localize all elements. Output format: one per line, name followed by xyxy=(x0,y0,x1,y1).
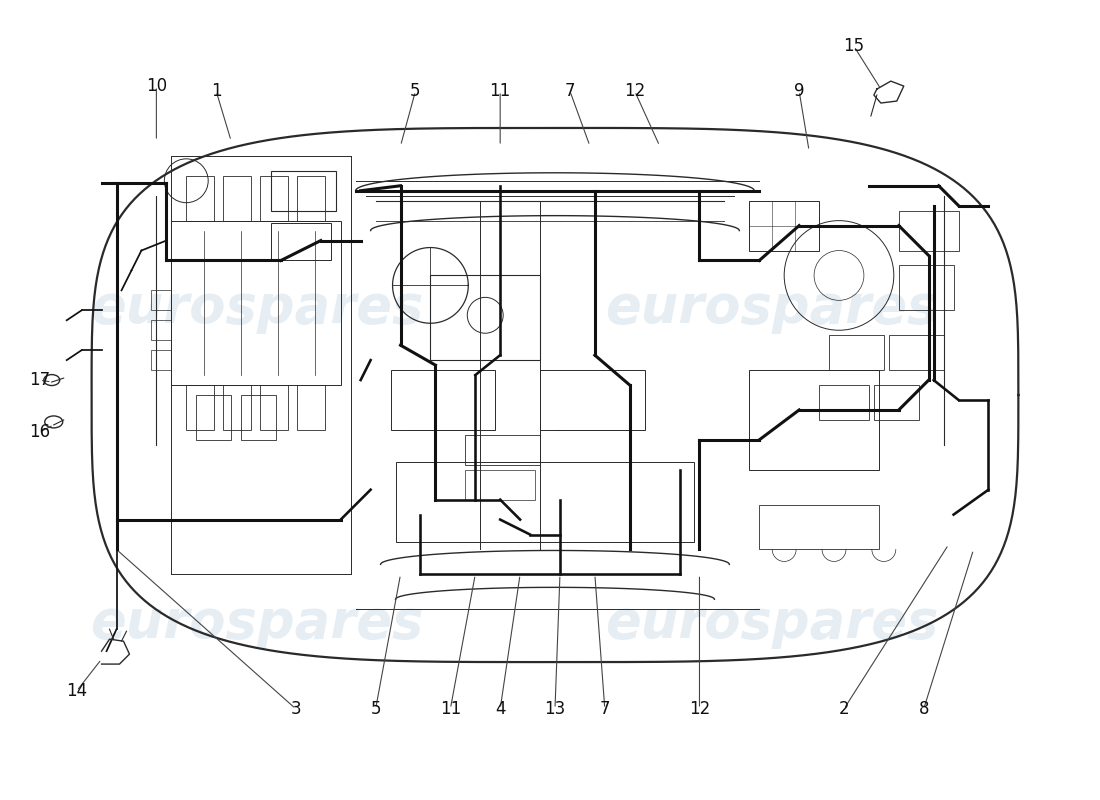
Bar xyxy=(152,290,172,310)
Text: 5: 5 xyxy=(410,82,420,100)
Bar xyxy=(223,385,251,430)
Bar xyxy=(899,210,958,250)
Bar xyxy=(241,395,276,440)
Text: eurospares: eurospares xyxy=(605,598,938,650)
Text: 1: 1 xyxy=(211,82,221,100)
Bar xyxy=(152,320,172,340)
Text: 7: 7 xyxy=(564,82,575,100)
Text: 16: 16 xyxy=(30,423,51,441)
Text: 3: 3 xyxy=(290,700,301,718)
Text: eurospares: eurospares xyxy=(89,598,424,650)
Bar xyxy=(271,222,331,261)
Text: 2: 2 xyxy=(838,700,849,718)
Text: 9: 9 xyxy=(794,82,804,100)
Text: eurospares: eurospares xyxy=(89,282,424,334)
Bar xyxy=(172,221,341,385)
Text: 7: 7 xyxy=(600,700,610,718)
Text: 8: 8 xyxy=(918,700,928,718)
Bar xyxy=(196,395,231,440)
Text: eurospares: eurospares xyxy=(605,282,938,334)
Bar xyxy=(820,385,869,420)
Bar xyxy=(396,462,694,542)
Text: 11: 11 xyxy=(440,700,461,718)
Bar xyxy=(260,176,288,221)
Bar xyxy=(749,370,879,470)
Bar xyxy=(186,176,214,221)
Text: 10: 10 xyxy=(146,77,167,95)
Bar xyxy=(186,385,214,430)
Bar xyxy=(749,201,820,250)
Bar xyxy=(260,385,288,430)
Bar xyxy=(465,470,535,500)
Bar xyxy=(465,435,540,465)
Text: 14: 14 xyxy=(66,682,87,700)
Bar xyxy=(297,176,324,221)
Bar xyxy=(223,176,251,221)
Text: 5: 5 xyxy=(371,700,381,718)
Bar xyxy=(390,370,495,430)
Bar xyxy=(889,335,944,370)
Text: 11: 11 xyxy=(490,82,510,100)
Bar xyxy=(829,335,883,370)
Bar xyxy=(899,266,954,310)
Text: 12: 12 xyxy=(624,82,646,100)
Text: 17: 17 xyxy=(30,371,51,389)
Bar xyxy=(759,505,879,550)
Bar xyxy=(430,275,540,360)
Bar xyxy=(540,370,645,430)
Bar xyxy=(271,170,336,210)
Text: 13: 13 xyxy=(544,700,565,718)
Bar xyxy=(873,385,918,420)
Text: 15: 15 xyxy=(844,38,865,55)
Bar xyxy=(152,350,172,370)
Bar xyxy=(297,385,324,430)
Text: 4: 4 xyxy=(495,700,505,718)
Text: 12: 12 xyxy=(689,700,711,718)
